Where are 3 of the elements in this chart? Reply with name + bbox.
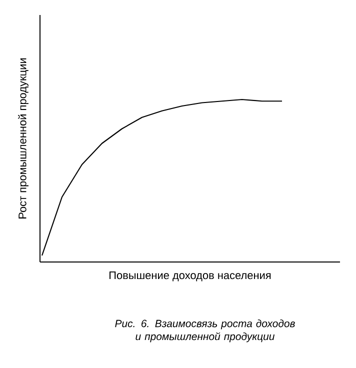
text: Рис. 6. Взаимосвязь роста доходов и промышленной продукции — [115, 320, 295, 342]
x-axis-title: Повышение доходов населения — [110, 272, 271, 282]
y-axis-title: Рост промышленной продукции — [18, 58, 28, 218]
